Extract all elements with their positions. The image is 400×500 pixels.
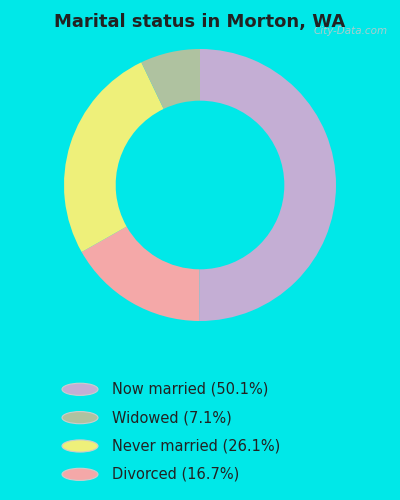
Circle shape — [62, 383, 98, 396]
Circle shape — [62, 412, 98, 424]
Text: Widowed (7.1%): Widowed (7.1%) — [112, 410, 232, 425]
Text: Marital status in Morton, WA: Marital status in Morton, WA — [54, 12, 346, 30]
Text: Now married (50.1%): Now married (50.1%) — [112, 382, 268, 397]
Text: Never married (26.1%): Never married (26.1%) — [112, 438, 280, 454]
Circle shape — [62, 468, 98, 480]
Wedge shape — [199, 49, 336, 321]
Circle shape — [62, 440, 98, 452]
Text: Divorced (16.7%): Divorced (16.7%) — [112, 467, 239, 482]
Wedge shape — [82, 226, 200, 321]
Wedge shape — [64, 62, 164, 252]
Wedge shape — [141, 49, 200, 109]
Text: City-Data.com: City-Data.com — [314, 26, 388, 36]
